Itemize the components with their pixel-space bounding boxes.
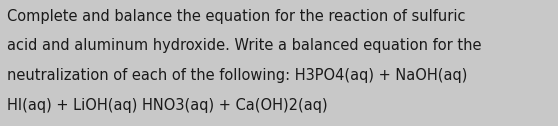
Text: Complete and balance the equation for the reaction of sulfuric: Complete and balance the equation for th… xyxy=(7,9,465,24)
Text: HI(aq) + LiOH(aq) HNO3(aq) + Ca(OH)2(aq): HI(aq) + LiOH(aq) HNO3(aq) + Ca(OH)2(aq) xyxy=(7,98,328,113)
Text: acid and aluminum hydroxide. Write a balanced equation for the: acid and aluminum hydroxide. Write a bal… xyxy=(7,38,481,53)
Text: neutralization of each of the following: H3PO4(aq) + NaOH(aq): neutralization of each of the following:… xyxy=(7,68,467,83)
